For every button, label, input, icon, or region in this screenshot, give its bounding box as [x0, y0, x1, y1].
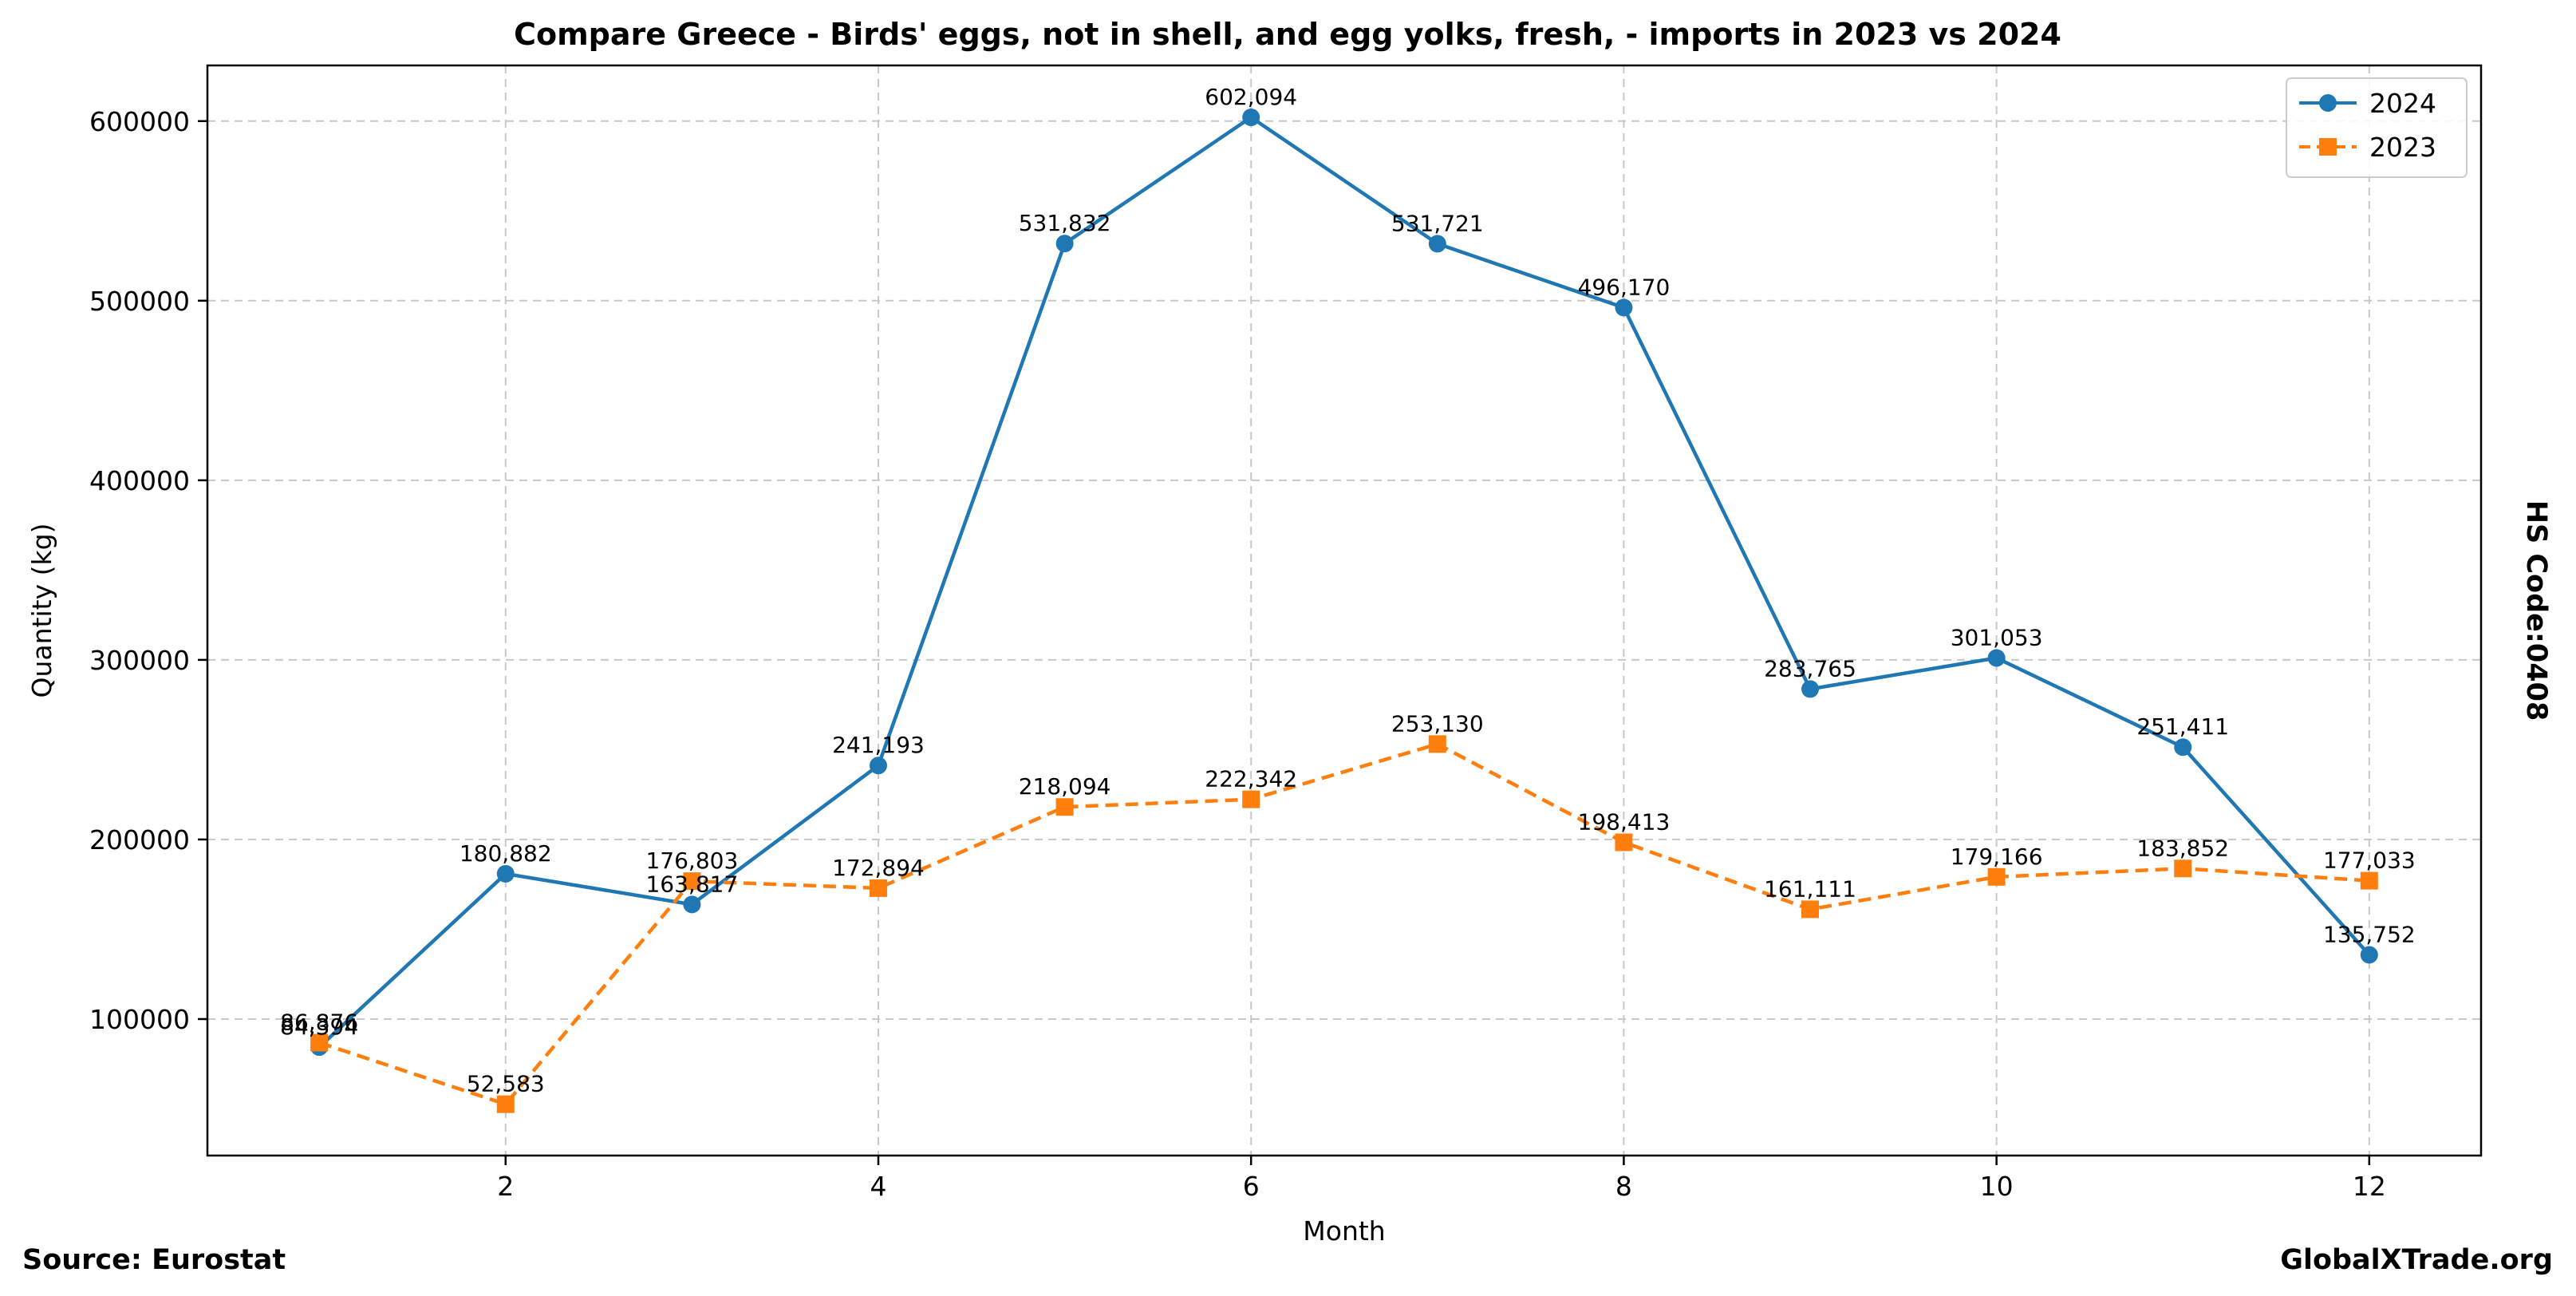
point-2024-10 — [1987, 649, 2006, 667]
series-line-2023 — [318, 742, 2369, 1106]
point-2023-11 — [2174, 859, 2192, 878]
source-label: Source: Eurostat — [22, 1244, 286, 1276]
x-tick-label: 2 — [497, 1171, 514, 1202]
x-tick-label: 6 — [1243, 1171, 1260, 1202]
data-label-2023-5: 218,094 — [1019, 773, 1111, 800]
point-2023-8 — [1615, 833, 1633, 851]
data-label-2023-9: 161,111 — [1764, 875, 1856, 902]
x-tick-label: 10 — [1980, 1171, 2014, 1202]
data-label-2023-12: 177,033 — [2323, 848, 2416, 874]
point-2024-11 — [2174, 738, 2192, 757]
data-label-2023-6: 222,342 — [1205, 766, 1297, 792]
point-2024-7 — [1428, 235, 1446, 253]
y-tick-label: 500000 — [89, 286, 190, 317]
point-2024-5 — [1055, 235, 1074, 253]
point-2023-7 — [1428, 735, 1446, 753]
point-2024-9 — [1801, 680, 1820, 698]
point-2023-9 — [1801, 900, 1820, 919]
point-2023-10 — [1987, 867, 2006, 886]
data-label-2023-7: 253,130 — [1391, 710, 1484, 737]
data-label-2024-9: 283,765 — [1764, 655, 1856, 682]
data-label-2024-5: 531,832 — [1019, 210, 1111, 236]
data-label-2024-3: 163,817 — [645, 871, 738, 897]
point-2023-1 — [310, 1033, 329, 1052]
point-2023-12 — [2360, 871, 2378, 890]
series-line-2024 — [318, 115, 2371, 1049]
point-2023-6 — [1242, 790, 1260, 808]
point-2024-3 — [683, 895, 701, 914]
y-tick-label: 400000 — [89, 465, 190, 496]
y-axis-label: Quantity (kg) — [26, 524, 57, 698]
point-2024-2 — [496, 864, 515, 883]
plot-area-frame — [206, 64, 2483, 1157]
data-label-2024-4: 241,193 — [832, 732, 925, 758]
data-label-2023-2: 52,583 — [467, 1071, 545, 1097]
data-label-2023-4: 172,894 — [832, 855, 925, 881]
legend-marker-2023 — [2319, 138, 2337, 156]
point-2024-4 — [869, 757, 887, 775]
legend-label-2023: 2023 — [2369, 132, 2436, 163]
data-label-2024-1: 84,394 — [280, 1013, 358, 1040]
data-label-2024-10: 301,053 — [1951, 625, 2043, 651]
legend-label-2024: 2024 — [2369, 88, 2436, 119]
data-label-2024-11: 251,411 — [2136, 713, 2229, 740]
data-label-2023-8: 198,413 — [1578, 808, 1671, 835]
point-2023-3 — [683, 872, 701, 891]
data-label-2024-8: 496,170 — [1578, 274, 1671, 300]
series-layer — [310, 109, 2378, 1113]
point-2023-5 — [1055, 798, 1074, 816]
x-axis-ticks: 2 4 6 8 10 12 — [497, 1156, 2386, 1202]
data-label-2024-7: 531,721 — [1391, 210, 1484, 236]
x-axis-label: Month — [1303, 1215, 1385, 1247]
legend-marker-2024 — [2319, 94, 2337, 112]
point-2024-8 — [1615, 298, 1633, 317]
point-2023-2 — [496, 1095, 515, 1113]
y-tick-label: 100000 — [89, 1004, 190, 1035]
x-tick-label: 12 — [2353, 1171, 2386, 1202]
y-tick-label: 600000 — [89, 106, 190, 137]
data-label-2024-6: 602,094 — [1205, 84, 1297, 110]
data-label-2023-3: 176,803 — [645, 848, 738, 874]
y-tick-label: 300000 — [89, 645, 190, 676]
data-label-2024-2: 180,882 — [460, 840, 552, 867]
brand-label: GlobalXTrade.org — [2280, 1244, 2553, 1276]
data-label-2023-11: 183,852 — [2136, 835, 2229, 861]
y-axis-ticks: 100000 200000 300000 400000 500000 600000 — [89, 106, 207, 1035]
data-label-2024-12: 135,752 — [2323, 922, 2416, 948]
data-label-2023-1: 86,876 — [280, 1010, 358, 1036]
data-labels-layer: 84,394 180,882 163,817 241,193 531,832 602,09… — [280, 84, 2416, 1097]
y-tick-label: 200000 — [89, 824, 190, 855]
hs-code-label: HS Code:0408 — [2520, 500, 2552, 721]
legend: 2024 2023 — [2286, 77, 2468, 178]
point-2024-12 — [2360, 946, 2378, 964]
x-tick-label: 4 — [870, 1171, 886, 1202]
data-label-2023-10: 179,166 — [1951, 844, 2043, 870]
point-2024-6 — [1242, 109, 1260, 127]
point-2023-4 — [869, 879, 887, 897]
x-tick-label: 8 — [1615, 1171, 1632, 1202]
grid-lines — [207, 65, 2481, 1156]
chart-title: Compare Greece - Birds' eggs, not in she… — [514, 17, 2061, 52]
